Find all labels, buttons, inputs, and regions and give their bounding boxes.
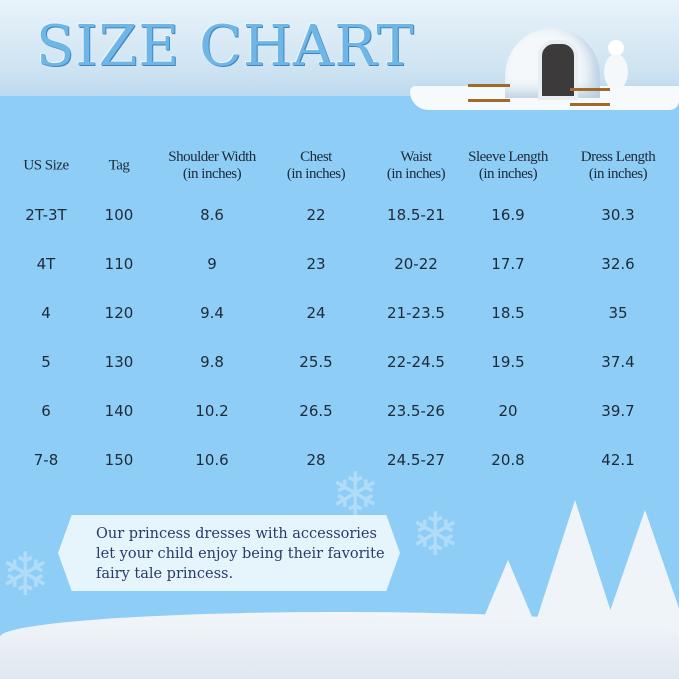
- header-label: Waist: [400, 149, 432, 165]
- cell-dress-length: 32.6: [601, 255, 635, 273]
- cell-chest: 26.5: [299, 402, 333, 420]
- header-waist: Waist (in inches): [386, 149, 446, 183]
- snowflake-icon: ❄: [0, 540, 51, 610]
- header-label: Tag: [108, 157, 130, 174]
- cell-sleeve-length: 17.7: [491, 255, 525, 273]
- cell-dress-length: 42.1: [601, 451, 635, 469]
- cell-dress-length: 30.3: [601, 206, 635, 224]
- snowman-illustration: [604, 40, 628, 90]
- header-unit: (in inches): [478, 166, 538, 182]
- cell-chest: 24: [306, 304, 326, 322]
- cell-sleeve-length: 18.5: [491, 304, 525, 322]
- cell-tag: 140: [104, 402, 134, 420]
- cell-waist: 24.5-27: [387, 451, 445, 469]
- header-unit: (in inches): [286, 166, 346, 182]
- header-label: Sleeve Length: [468, 149, 548, 165]
- cell-us-size: 4: [41, 304, 51, 322]
- header-label: Dress Length: [580, 149, 656, 165]
- cell-shoulder-width: 8.6: [200, 206, 224, 224]
- header-tag: Tag: [109, 158, 130, 175]
- page-title: SIZE CHART: [36, 14, 415, 79]
- header-label: Chest: [300, 149, 332, 165]
- cell-sleeve-length: 20: [498, 402, 518, 420]
- cell-shoulder-width: 9.4: [200, 304, 224, 322]
- cell-tag: 100: [104, 206, 134, 224]
- header-shoulder-width: Shoulder Width (in inches): [168, 149, 256, 183]
- cell-us-size: 6: [41, 402, 51, 420]
- cell-sleeve-length: 16.9: [491, 206, 525, 224]
- cell-tag: 150: [104, 451, 134, 469]
- header-label: Shoulder Width: [168, 149, 256, 165]
- cell-tag: 120: [104, 304, 134, 322]
- cell-tag: 110: [104, 255, 134, 273]
- fence-illustration: [468, 84, 510, 102]
- cell-waist: 23.5-26: [387, 402, 445, 420]
- cell-chest: 25.5: [299, 353, 333, 371]
- cell-dress-length: 35: [608, 304, 628, 322]
- header-unit: (in inches): [386, 166, 446, 182]
- cell-waist: 22-24.5: [387, 353, 445, 371]
- fence-illustration: [570, 88, 610, 106]
- cell-shoulder-width: 10.2: [195, 402, 229, 420]
- snowy-tree: [600, 510, 679, 640]
- cell-us-size: 2T-3T: [25, 206, 67, 224]
- cell-dress-length: 39.7: [601, 402, 635, 420]
- cell-us-size: 4T: [36, 255, 56, 273]
- banner-line: Our princess dresses with accessories: [96, 526, 377, 542]
- banner-text: Our princess dresses with accessories le…: [96, 524, 385, 584]
- cell-waist: 21-23.5: [387, 304, 445, 322]
- cell-tag: 130: [104, 353, 134, 371]
- cell-shoulder-width: 9.8: [200, 353, 224, 371]
- cell-shoulder-width: 10.6: [195, 451, 229, 469]
- cell-chest: 28: [306, 451, 326, 469]
- header-chest: Chest (in inches): [286, 149, 346, 183]
- banner-line: let your child enjoy being their favorit…: [96, 546, 385, 562]
- banner-line: fairy tale princess.: [96, 566, 234, 582]
- snow-ground: [0, 612, 679, 679]
- cell-waist: 18.5-21: [387, 206, 445, 224]
- info-banner: [58, 515, 400, 591]
- snowflake-icon: ❄: [410, 500, 461, 570]
- cell-dress-length: 37.4: [601, 353, 635, 371]
- cell-shoulder-width: 9: [207, 255, 217, 273]
- cell-sleeve-length: 19.5: [491, 353, 525, 371]
- header-label: US Size: [23, 157, 69, 174]
- header-unit: (in inches): [182, 166, 242, 182]
- cell-sleeve-length: 20.8: [491, 451, 525, 469]
- header-sleeve-length: Sleeve Length (in inches): [468, 149, 548, 183]
- cell-chest: 22: [306, 206, 326, 224]
- cell-chest: 23: [306, 255, 326, 273]
- cell-waist: 20-22: [394, 255, 438, 273]
- cell-us-size: 5: [41, 353, 51, 371]
- header-us-size: US Size: [23, 157, 69, 175]
- header-dress-length: Dress Length (in inches): [580, 149, 656, 183]
- header-unit: (in inches): [588, 166, 648, 182]
- cell-us-size: 7-8: [33, 451, 59, 469]
